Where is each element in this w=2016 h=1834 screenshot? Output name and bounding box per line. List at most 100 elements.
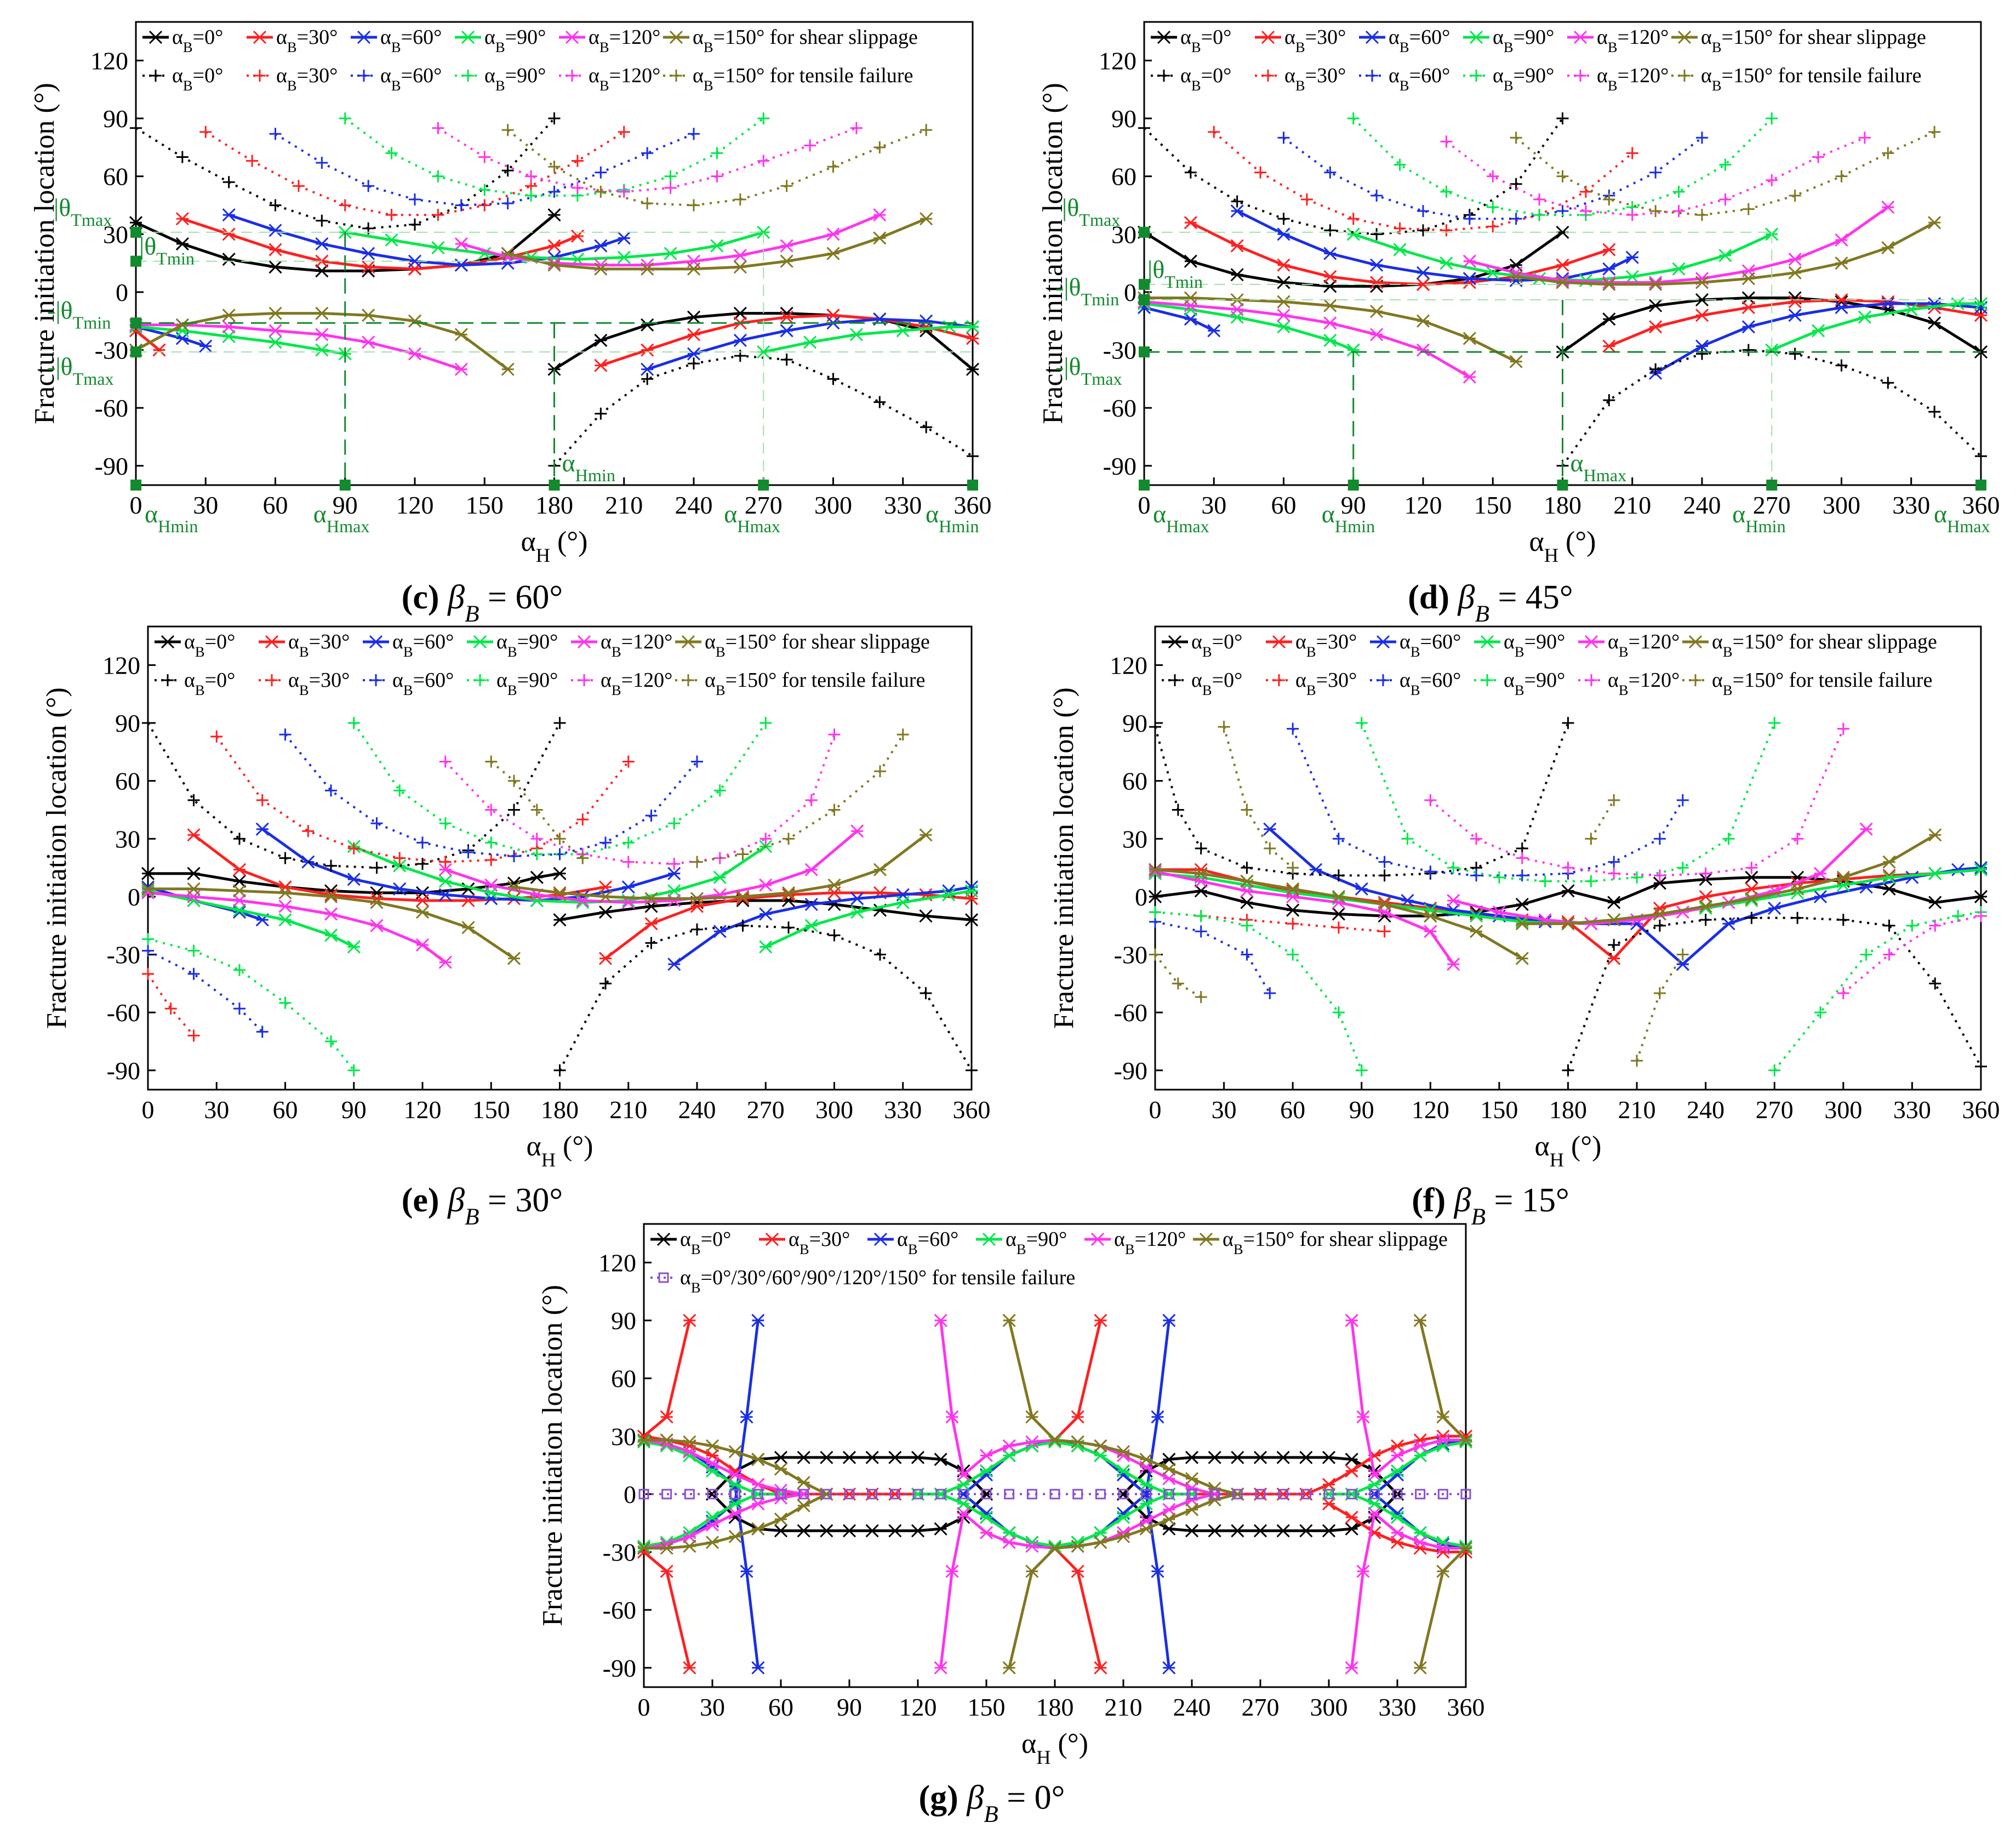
series-tensile-alphaB-0 <box>1154 722 1569 877</box>
x-tick-label: 330 <box>1892 491 1930 519</box>
data-point <box>1369 1489 1380 1500</box>
y-tick-label: 120 <box>598 1249 636 1277</box>
legend-shear-label: αB=120° <box>601 630 672 660</box>
label-theta-max: |θTmax <box>54 193 112 230</box>
legend-shear-label: αB=30° <box>1284 26 1346 55</box>
axis-marker-x <box>1766 480 1778 491</box>
data-point <box>981 1489 992 1500</box>
axis-marker-x <box>1347 480 1359 491</box>
y-tick-label: -90 <box>603 1654 636 1682</box>
series-tensile-alphaB-150 <box>1223 726 1294 869</box>
x-tick-label: 210 <box>1105 1693 1143 1721</box>
x-tick-label: 360 <box>953 1096 991 1124</box>
series-shear-alphaB-90 <box>1144 302 1354 351</box>
data-point <box>844 1489 855 1500</box>
series-tensile-alphaB-120 <box>444 734 836 865</box>
series-shear-alphaB-90 <box>765 889 972 948</box>
legend-tensile-label: αB=150° for tensile failure <box>1701 64 1921 94</box>
series-shear-alphaB-150 <box>1522 834 1936 925</box>
legend-tensile-label: αB=120° <box>589 64 660 94</box>
data-point <box>1141 1489 1152 1500</box>
x-tick-label: 60 <box>263 491 288 519</box>
y-tick-label: 0 <box>116 278 128 306</box>
data-point <box>1072 1489 1083 1500</box>
series-shear-alphaB-90 <box>1353 232 1773 282</box>
axis-marker-y <box>1139 346 1150 358</box>
data-point <box>707 1489 718 1500</box>
series-shear-alphaB-30 <box>182 217 578 271</box>
series-tensile-alphaB-60 <box>147 949 264 1033</box>
legend-shear-label: αB=0° <box>172 26 223 55</box>
panel-caption: (e) βB = 30° <box>402 1182 563 1230</box>
x-tick-label: 120 <box>404 1096 442 1124</box>
label-alpha-inplot: αHmax <box>1570 449 1627 485</box>
legend-tensile-label: αB=150° for tensile failure <box>693 64 913 94</box>
series-shear-alphaB-120 <box>1155 870 1455 965</box>
x-tick-label: 240 <box>675 491 713 519</box>
legend-shear-label: αB=150° for shear slippage <box>705 630 930 660</box>
panel-caption: (c) βB = 60° <box>402 579 563 627</box>
series-tensile-alphaB-90 <box>1773 911 1981 1072</box>
y-tick-label: 0 <box>128 883 140 911</box>
plot-frame <box>643 1223 1467 1688</box>
label-alpha-360: αHmin <box>926 500 979 536</box>
legend-shear-label: αB=0° <box>1191 630 1242 660</box>
x-tick-label: 120 <box>899 1693 937 1721</box>
label-alpha-0: αHmax <box>1153 500 1209 536</box>
legend-tensile-label: αB=0° <box>1180 64 1231 94</box>
label-alpha-360: αHmax <box>1934 500 1990 536</box>
legend-tensile-label: αB=60° <box>1389 64 1450 94</box>
series-tensile-alphaB-150 <box>1154 954 1202 998</box>
data-point <box>1346 1489 1357 1500</box>
series-tensile-alphaB-90 <box>147 938 355 1072</box>
series-tensile-alphaB-150 <box>1515 130 1935 217</box>
y-axis-label: Fracture initiation location (°) <box>1037 83 1069 424</box>
x-tick-label: 60 <box>1271 491 1297 519</box>
legend-tensile-label: αB=150° for tensile failure <box>1712 669 1932 698</box>
y-tick-label: -30 <box>1114 941 1147 969</box>
label-theta-max: |θTmax <box>1062 193 1120 230</box>
x-tick-label: 180 <box>1544 491 1581 519</box>
x-tick-label: 120 <box>1404 491 1442 519</box>
legend-shear-label: αB=90° <box>1504 630 1565 660</box>
label-neg-theta-min: -|θTmin <box>47 296 111 332</box>
y-tick-label: -90 <box>1114 1057 1147 1085</box>
legend-tensile-label: αB=90° <box>484 64 546 94</box>
x-tick-label: 360 <box>1962 491 2000 519</box>
x-tick-label: 30 <box>1212 1096 1237 1124</box>
data-point <box>1300 1489 1311 1500</box>
data-point <box>661 1489 672 1500</box>
x-tick-label: 90 <box>1349 1096 1374 1124</box>
label-alpha-0: αHmin <box>145 500 198 536</box>
series-shear-alphaB-150 <box>1008 1320 1238 1496</box>
x-tick-label: 90 <box>341 1096 367 1124</box>
series-tensile-alphaB-150 <box>1590 799 1615 840</box>
series-shear-alphaB-150 <box>1419 1320 1467 1442</box>
x-tick-label: 360 <box>954 491 992 519</box>
y-tick-label: 30 <box>115 825 140 853</box>
y-tick-label: -90 <box>1103 452 1137 480</box>
series-tensile-alphaB-90 <box>1155 911 1363 1071</box>
series-shear-alphaB-0 <box>1562 297 1982 354</box>
y-tick-label: 60 <box>1111 163 1137 191</box>
legend-tensile-label: αB=120° <box>1608 669 1680 698</box>
x-tick-label: 330 <box>884 1096 922 1124</box>
legend-tensile-label: αB=30° <box>276 64 338 94</box>
series-shear-alphaB-60 <box>1654 302 1981 374</box>
y-tick-label: 0 <box>1135 883 1147 911</box>
data-point <box>889 1489 900 1500</box>
x-tick-label: 150 <box>1474 491 1512 519</box>
series-tensile-alphaB-90 <box>1352 117 1773 217</box>
y-axis-label: Fracture initiation location (°) <box>537 1285 568 1626</box>
y-tick-label: -60 <box>95 394 128 422</box>
y-axis-label: Fracture initiation location (°) <box>41 687 72 1029</box>
legend-tensile-label: αB=60° <box>392 669 454 698</box>
series-tensile-alphaB-0 <box>147 722 561 869</box>
series-tensile-alphaB-30 <box>205 131 625 217</box>
legend-shear-label: αB=0° <box>184 630 235 660</box>
legend-shear-label: αB=60° <box>897 1228 958 1257</box>
x-tick-label: 150 <box>466 491 504 519</box>
y-tick-label: 30 <box>611 1422 636 1450</box>
x-tick-label: 180 <box>1549 1096 1587 1124</box>
axis-marker-x <box>1139 480 1150 491</box>
